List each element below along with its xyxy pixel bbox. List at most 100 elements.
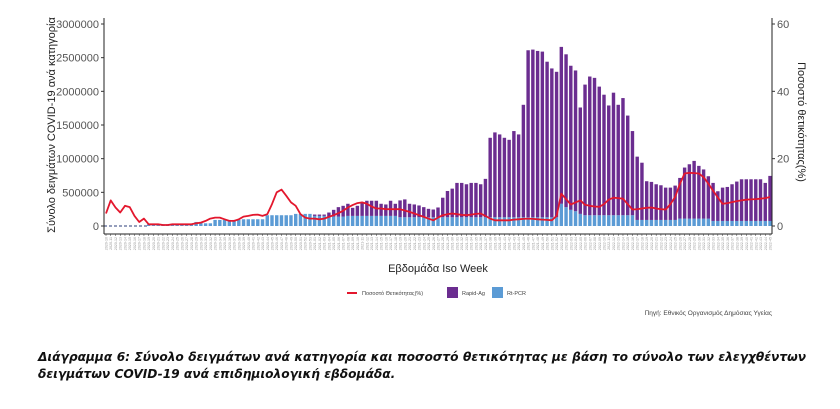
x-tick-label: 2022-36 [726, 237, 730, 250]
x-tick-label: 2022-23 [664, 237, 668, 250]
x-tick-label: 2020-47 [280, 237, 284, 250]
bar-rapid-ag [436, 207, 440, 218]
x-tick-label: 2022-02 [565, 237, 569, 250]
y-tick-label: 1500000 [56, 120, 99, 132]
bar-rt-pcr [227, 219, 232, 226]
x-tick-label: 2022-38 [735, 237, 739, 250]
bar-rapid-ag [502, 137, 507, 218]
bar-rapid-ag [554, 71, 559, 218]
y2-tick-label: 0 [777, 221, 783, 233]
x-tick-label: 2020-13 [119, 237, 123, 250]
x-tick-label: 2022-43 [759, 237, 763, 250]
bar-rt-pcr [569, 209, 573, 226]
x-tick-label: 2022-01 [560, 237, 564, 250]
bar-rt-pcr [251, 219, 255, 226]
bar-rt-pcr [208, 223, 213, 226]
x-tick-label: 2022-12 [612, 237, 616, 250]
x-tick-label: 2020-44 [266, 237, 270, 250]
x-tick-label: 2020-51 [299, 237, 303, 250]
bar-rt-pcr [526, 217, 530, 226]
y2-tick-label: 20 [777, 154, 789, 166]
bar-rapid-ag [379, 203, 383, 216]
bar-rapid-ag [312, 214, 317, 216]
bar-rt-pcr [611, 215, 616, 226]
bar-rt-pcr [279, 215, 284, 226]
bar-rapid-ag [692, 160, 696, 219]
x-tick-label: 2021-42 [508, 237, 512, 250]
x-tick-label: 2020-15 [128, 237, 132, 250]
bar-rt-pcr [403, 217, 407, 226]
bar-rapid-ag [592, 77, 597, 216]
x-tick-label: 2022-31 [702, 237, 706, 250]
x-tick-label: 2021-13 [370, 237, 374, 250]
x-tick-label: 2022-04 [574, 237, 578, 250]
x-tick-label: 2020-30 [199, 237, 203, 250]
bar-rt-pcr [588, 215, 592, 226]
legend-label-rapid-ag: Rapid-Ag [462, 291, 485, 297]
bar-rapid-ag [559, 46, 564, 204]
bar-rt-pcr [763, 220, 767, 226]
bar-rt-pcr [559, 203, 564, 226]
bar-rt-pcr [521, 217, 526, 226]
x-tick-label: 2021-07 [342, 237, 346, 250]
bar-rapid-ag [460, 182, 464, 218]
bar-rt-pcr [564, 207, 568, 226]
bar-rt-pcr [516, 217, 521, 226]
y-tick-label: 2000000 [56, 86, 99, 98]
bar-rt-pcr [621, 215, 625, 226]
x-tick-label: 2021-44 [517, 237, 521, 250]
bar-rapid-ag [644, 181, 649, 220]
bar-rapid-ag [578, 107, 582, 214]
x-tick-label: 2022-10 [603, 237, 607, 250]
bar-rt-pcr [417, 217, 421, 226]
bar-rt-pcr [754, 220, 758, 226]
x-tick-label: 2021-27 [437, 237, 441, 250]
x-tick-label: 2021-50 [546, 237, 550, 250]
x-tick-label: 2020-10 [105, 237, 109, 250]
x-tick-label: 2021-38 [489, 237, 493, 250]
x-tick-label: 2022-16 [631, 237, 635, 250]
x-tick-label: 2022-37 [731, 237, 735, 250]
bar-rapid-ag [588, 76, 592, 216]
x-tick-label: 2021-51 [550, 237, 554, 250]
bar-rapid-ag [464, 184, 469, 218]
x-tick-label: 2022-15 [626, 237, 630, 250]
bar-rt-pcr [412, 217, 416, 226]
bar-rt-pcr [478, 217, 483, 226]
bar-rapid-ag [507, 139, 511, 218]
bar-rapid-ag [550, 68, 554, 218]
bar-rapid-ag [512, 131, 516, 218]
bar-rt-pcr [237, 219, 241, 226]
x-tick-label: 2022-13 [617, 237, 621, 250]
bar-rapid-ag [535, 50, 540, 218]
bar-rt-pcr [384, 215, 388, 226]
bar-rt-pcr [388, 215, 393, 226]
x-tick-label: 2021-18 [394, 237, 398, 250]
bar-rt-pcr [554, 217, 559, 226]
bar-rapid-ag [360, 202, 364, 216]
bar-rt-pcr [668, 219, 673, 226]
x-tick-label: 2020-36 [228, 237, 232, 250]
x-tick-label: 2021-17 [389, 237, 393, 250]
bar-rt-pcr [265, 215, 269, 226]
bar-rapid-ag [706, 176, 711, 219]
x-tick-label: 2021-23 [418, 237, 422, 250]
x-tick-label: 2021-20 [403, 237, 407, 250]
bar-rt-pcr [303, 213, 307, 226]
x-tick-label: 2021-04 [327, 237, 331, 250]
x-tick-label: 2022-39 [740, 237, 744, 250]
bar-rapid-ag [611, 92, 616, 216]
bar-rapid-ag [545, 61, 549, 218]
x-tick-label: 2021-43 [512, 237, 516, 250]
bar-rt-pcr [744, 220, 748, 226]
x-tick-label: 2021-34 [470, 237, 474, 250]
y-tick-label: 2500000 [56, 53, 99, 65]
x-tick-label: 2021-22 [413, 237, 417, 250]
bar-rt-pcr [441, 217, 445, 226]
bar-rt-pcr [241, 219, 246, 226]
x-tick-label: 2021-40 [498, 237, 502, 250]
x-tick-label: 2020-20 [152, 237, 156, 250]
bar-rt-pcr [232, 219, 236, 226]
bar-rt-pcr [270, 215, 274, 226]
bar-rt-pcr [246, 219, 250, 226]
